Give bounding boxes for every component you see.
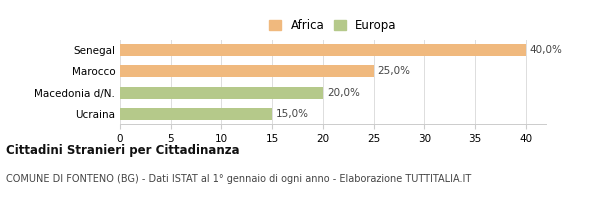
Bar <box>120 65 374 77</box>
Text: 40,0%: 40,0% <box>530 45 563 55</box>
Bar <box>120 44 526 56</box>
Bar <box>120 108 272 120</box>
Text: 25,0%: 25,0% <box>377 66 410 76</box>
Text: COMUNE DI FONTENO (BG) - Dati ISTAT al 1° gennaio di ogni anno - Elaborazione TU: COMUNE DI FONTENO (BG) - Dati ISTAT al 1… <box>6 174 471 184</box>
Text: Cittadini Stranieri per Cittadinanza: Cittadini Stranieri per Cittadinanza <box>6 144 239 157</box>
Text: 15,0%: 15,0% <box>276 109 309 119</box>
Text: 20,0%: 20,0% <box>327 88 360 98</box>
Legend: Africa, Europa: Africa, Europa <box>265 14 401 36</box>
Bar <box>120 87 323 99</box>
